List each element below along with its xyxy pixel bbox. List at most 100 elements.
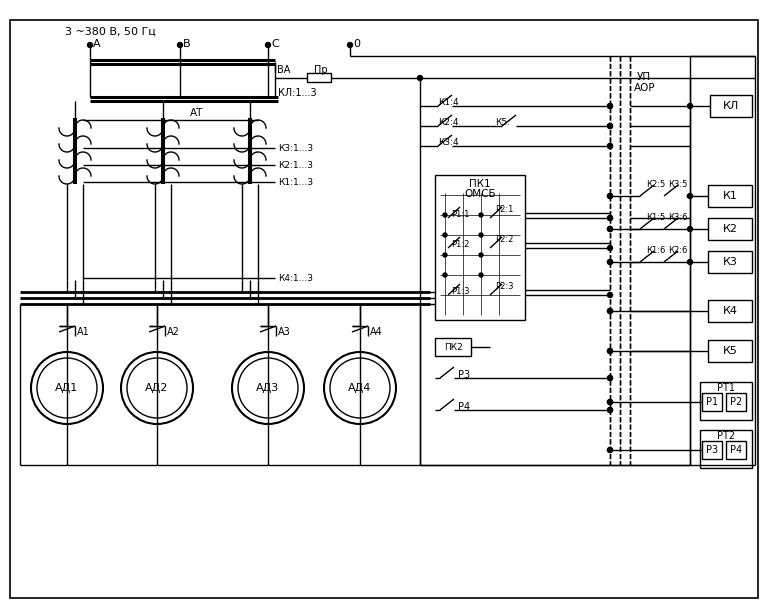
Text: К3:6: К3:6: [668, 213, 687, 222]
Text: К1:1...3: К1:1...3: [278, 177, 313, 187]
Text: А4: А4: [370, 327, 382, 337]
Circle shape: [607, 293, 613, 298]
Text: А2: А2: [167, 327, 180, 337]
Text: ПК1: ПК1: [469, 179, 491, 189]
Text: Р4: Р4: [458, 402, 470, 412]
Text: К3:1...3: К3:1...3: [278, 144, 313, 153]
Bar: [708, 300, 752, 322]
Circle shape: [607, 246, 613, 251]
Circle shape: [607, 103, 613, 108]
Circle shape: [607, 216, 613, 221]
Circle shape: [330, 358, 390, 418]
Circle shape: [687, 193, 693, 198]
Circle shape: [607, 144, 613, 148]
Circle shape: [607, 400, 613, 405]
Text: А1: А1: [77, 327, 90, 337]
Text: ПК2: ПК2: [444, 342, 462, 352]
Circle shape: [121, 352, 193, 424]
Bar: [708, 251, 752, 273]
Circle shape: [607, 376, 613, 381]
Bar: [702, 441, 722, 459]
Circle shape: [687, 259, 693, 264]
Circle shape: [266, 43, 270, 47]
Text: К1: К1: [723, 191, 737, 201]
Text: РТ1: РТ1: [717, 383, 735, 393]
Text: КЛ: КЛ: [723, 101, 739, 111]
Text: К3: К3: [723, 257, 737, 267]
Text: А3: А3: [278, 327, 291, 337]
Circle shape: [347, 43, 353, 47]
Text: К5:: К5:: [495, 118, 510, 126]
Circle shape: [607, 216, 613, 221]
Bar: [435, 175, 525, 320]
Circle shape: [443, 233, 447, 237]
Circle shape: [443, 253, 447, 257]
Text: Р1:3: Р1:3: [451, 286, 469, 296]
Text: 3 ~380 В, 50 Гц: 3 ~380 В, 50 Гц: [65, 27, 155, 37]
Bar: [307, 73, 331, 82]
Text: К1:5: К1:5: [646, 213, 665, 222]
Text: ОМСБ: ОМСБ: [464, 189, 496, 199]
Text: Р3: Р3: [706, 445, 718, 455]
Circle shape: [607, 408, 613, 413]
Text: АД4: АД4: [349, 383, 372, 393]
Circle shape: [479, 253, 483, 257]
Circle shape: [37, 358, 97, 418]
Text: К2: К2: [723, 224, 737, 234]
Text: К2:4: К2:4: [438, 118, 458, 126]
Circle shape: [687, 227, 693, 232]
Text: К3:5: К3:5: [668, 179, 687, 188]
Circle shape: [607, 193, 613, 198]
Circle shape: [607, 227, 613, 232]
Text: К1:4: К1:4: [438, 97, 458, 107]
Text: Пр: Пр: [314, 65, 328, 75]
Circle shape: [607, 400, 613, 405]
Text: Р1:2: Р1:2: [451, 240, 469, 248]
Circle shape: [607, 123, 613, 129]
Text: В: В: [183, 39, 190, 49]
Circle shape: [443, 273, 447, 277]
Circle shape: [607, 447, 613, 453]
Text: К2:5: К2:5: [646, 179, 665, 188]
Circle shape: [607, 408, 613, 413]
Text: К4:1...3: К4:1...3: [278, 274, 313, 283]
Circle shape: [607, 144, 613, 148]
Text: Р3: Р3: [458, 370, 470, 380]
Circle shape: [607, 376, 613, 381]
Bar: [726, 393, 746, 411]
Text: Р1:1: Р1:1: [451, 209, 469, 219]
Text: ВА: ВА: [277, 65, 290, 75]
Bar: [435, 338, 471, 356]
Bar: [700, 382, 752, 420]
Circle shape: [479, 233, 483, 237]
Text: АД3: АД3: [257, 383, 280, 393]
Circle shape: [127, 358, 187, 418]
Circle shape: [607, 103, 613, 108]
Circle shape: [607, 259, 613, 264]
Circle shape: [607, 447, 613, 453]
Text: К3:4: К3:4: [438, 137, 458, 147]
Text: К5: К5: [723, 346, 737, 356]
Bar: [726, 441, 746, 459]
Text: С: С: [271, 39, 279, 49]
Bar: [702, 393, 722, 411]
Text: Р2: Р2: [730, 397, 742, 407]
Circle shape: [607, 309, 613, 314]
Text: Р2:1: Р2:1: [495, 205, 513, 214]
Circle shape: [324, 352, 396, 424]
Bar: [710, 95, 752, 117]
Circle shape: [607, 349, 613, 354]
Bar: [708, 218, 752, 240]
Circle shape: [479, 273, 483, 277]
Circle shape: [238, 358, 298, 418]
Text: Р1: Р1: [706, 397, 718, 407]
Circle shape: [418, 76, 422, 81]
Text: К2:6: К2:6: [668, 246, 687, 254]
Bar: [708, 340, 752, 362]
Text: КЛ:1...3: КЛ:1...3: [278, 88, 316, 98]
Circle shape: [607, 309, 613, 314]
Circle shape: [607, 349, 613, 354]
Circle shape: [607, 123, 613, 129]
Text: РТ2: РТ2: [717, 431, 735, 441]
Text: АД1: АД1: [55, 383, 78, 393]
